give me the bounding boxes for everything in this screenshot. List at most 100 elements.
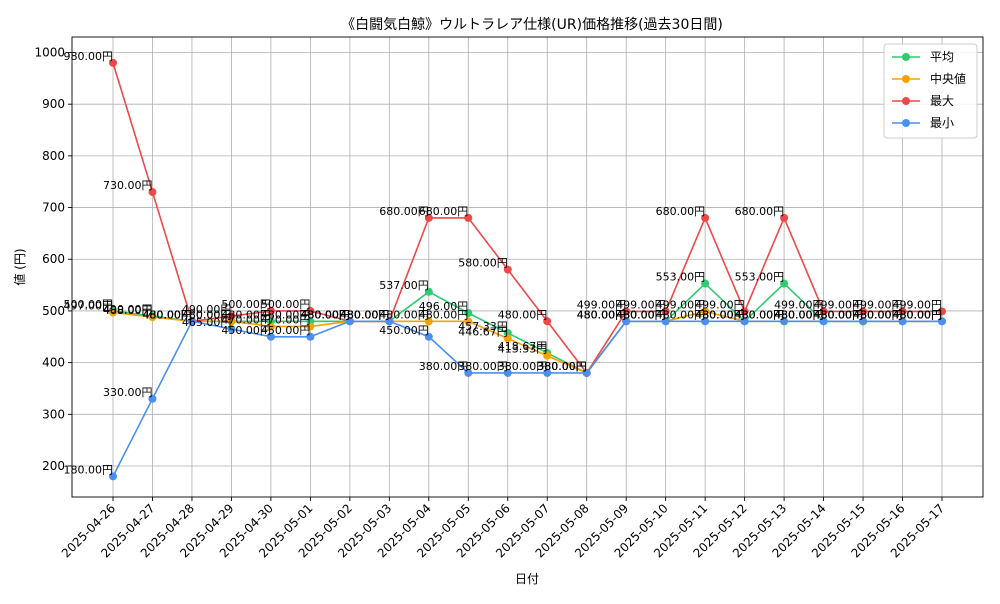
data-label: 480.00円	[379, 308, 429, 321]
data-label: 537.00円	[379, 279, 429, 292]
data-label: 480.00円	[182, 308, 232, 321]
data-point	[780, 279, 789, 288]
data-label: 413.33円	[498, 343, 548, 356]
data-label: 680.00円	[419, 205, 469, 218]
data-point	[898, 307, 907, 316]
data-label: 680.00円	[735, 205, 785, 218]
data-point	[148, 188, 157, 197]
data-point	[898, 317, 907, 326]
data-point	[266, 306, 275, 315]
y-tick-label: 600	[42, 252, 65, 266]
series-layer	[109, 58, 946, 481]
data-point	[859, 317, 868, 326]
data-label: 496.00円	[419, 300, 469, 313]
data-point	[701, 317, 710, 326]
data-point	[543, 368, 552, 377]
data-label: 480.00円	[577, 308, 627, 321]
y-tick-label: 300	[42, 407, 65, 421]
data-label: 480.00円	[340, 308, 390, 321]
data-point	[464, 368, 473, 377]
plot-frame	[71, 36, 984, 498]
data-label: 480.00円	[893, 308, 943, 321]
data-label: 380.00円	[419, 360, 469, 373]
data-point	[464, 213, 473, 222]
data-label: 480.00円	[221, 308, 271, 321]
data-point	[424, 332, 433, 341]
y-axis-ticks: 200 300 400 500 600 700 800 900 1000	[34, 46, 72, 473]
y-tick-label: 200	[42, 459, 65, 473]
data-label: 180.00円	[64, 463, 114, 476]
data-label: 499.00円	[695, 298, 745, 311]
series-line	[112, 282, 942, 374]
data-label: 480.00円	[300, 308, 350, 321]
data-point	[701, 307, 710, 316]
data-label: 480.00円	[695, 308, 745, 321]
data-label: 480.00円	[182, 308, 232, 321]
data-label: 380.00円	[537, 360, 587, 373]
data-label: 480.00円	[814, 308, 864, 321]
data-label: 470.00円	[261, 313, 311, 326]
data-label: 480.00円	[300, 308, 350, 321]
grid	[72, 37, 983, 497]
data-point	[227, 312, 236, 321]
data-point	[740, 307, 749, 316]
legend-label: 最小	[930, 116, 954, 130]
data-point	[622, 317, 631, 326]
data-point	[859, 307, 868, 316]
data-label: 480.00円	[419, 308, 469, 321]
data-point	[503, 334, 512, 343]
data-label: 480.00円	[340, 308, 390, 321]
y-tick-label: 1000	[34, 46, 65, 60]
data-label: 380.00円	[458, 360, 508, 373]
data-point	[661, 317, 670, 326]
data-label: 480.00円	[340, 308, 390, 321]
data-point	[819, 317, 828, 326]
data-label: 480.00円	[340, 308, 390, 321]
x-axis-ticks: 2025-04-262025-04-272025-04-282025-04-29…	[59, 497, 947, 560]
data-label: 480.00円	[735, 308, 785, 321]
data-label: 480.00円	[142, 308, 192, 321]
data-label: 499.00円	[893, 298, 943, 311]
data-label: 480.00円	[814, 308, 864, 321]
data-label: 480.00円	[498, 308, 548, 321]
data-label: 450.00円	[379, 324, 429, 337]
y-tick-label: 500	[42, 304, 65, 318]
data-point	[661, 307, 670, 316]
data-point	[464, 317, 473, 326]
data-point	[385, 317, 394, 326]
data-point	[109, 472, 117, 481]
data-label: 500.00円	[221, 298, 271, 311]
data-label: 480.00円	[893, 308, 943, 321]
data-label: 480.00円	[616, 308, 666, 321]
data-labels: 500.00円490.00円480.00円480.00円480.00円480.0…	[64, 50, 943, 476]
data-label: 480.00円	[300, 308, 350, 321]
legend-swatch-marker	[902, 75, 910, 83]
data-point	[306, 332, 315, 341]
data-point	[701, 279, 710, 288]
y-tick-label: 900	[42, 97, 65, 111]
data-point	[938, 317, 946, 326]
data-label: 499.00円	[814, 298, 864, 311]
y-axis-label: 値 (円)	[12, 248, 27, 285]
data-point	[543, 351, 552, 360]
data-label: 480.00円	[695, 308, 745, 321]
data-label: 499.00円	[656, 298, 706, 311]
y-tick-label: 800	[42, 149, 65, 163]
series-line	[112, 62, 942, 374]
data-point	[780, 317, 789, 326]
data-point	[622, 307, 631, 316]
data-label: 680.00円	[379, 205, 429, 218]
data-label: 450.00円	[221, 324, 271, 337]
data-label: 480.00円	[142, 308, 192, 321]
data-point	[503, 368, 512, 377]
data-label: 680.00円	[656, 205, 706, 218]
data-point	[306, 322, 315, 331]
data-point	[503, 265, 512, 274]
data-label: 480.00円	[300, 308, 350, 321]
data-label: 499.00円	[616, 298, 666, 311]
y-tick-label: 400	[42, 356, 65, 370]
legend-swatch-marker	[902, 53, 910, 61]
data-point	[266, 332, 275, 341]
data-label: 418.67円	[498, 340, 548, 353]
